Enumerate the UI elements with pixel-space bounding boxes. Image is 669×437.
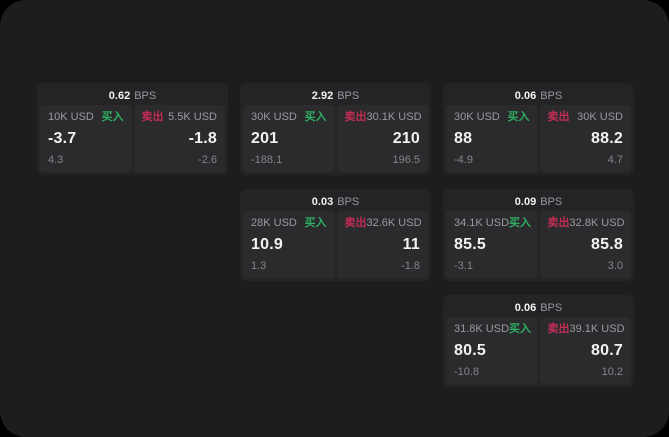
buy-amount-label: 28K USD bbox=[251, 217, 297, 229]
card-header: 0.09 BPS bbox=[446, 192, 631, 211]
sell-main-value: 85.8 bbox=[591, 236, 623, 253]
quote-card: 0.09 BPS 34.1K USD 买入 85.5 -3.1 卖出 32.8K… bbox=[443, 189, 634, 281]
buy-panel[interactable]: 10K USD 买入 -3.7 4.3 bbox=[40, 105, 132, 172]
sell-sub-value: 3.0 bbox=[607, 260, 623, 272]
sell-main-value: 210 bbox=[392, 130, 420, 147]
quote-card: 0.06 BPS 31.8K USD 买入 80.5 -10.8 卖出 39.1… bbox=[443, 295, 634, 387]
bps-unit: BPS bbox=[540, 301, 563, 314]
sell-sub-value: 4.7 bbox=[607, 154, 623, 166]
buy-amount-label: 31.8K USD bbox=[454, 323, 510, 335]
sell-sub-value: -2.6 bbox=[198, 154, 217, 166]
panels-row: 30K USD 买入 201 -188.1 卖出 30.1K USD 210 1… bbox=[243, 105, 428, 172]
buy-sub-value: 4.3 bbox=[48, 154, 64, 166]
card-header: 2.92 BPS bbox=[243, 86, 428, 105]
bps-value: 0.03 bbox=[311, 195, 334, 208]
sell-label: 卖出 bbox=[344, 217, 367, 229]
buy-amount-label: 10K USD bbox=[48, 111, 94, 123]
sell-amount-label: 30K USD bbox=[577, 111, 623, 123]
sell-main-value: 11 bbox=[402, 236, 420, 253]
buy-label: 买入 bbox=[304, 111, 327, 123]
bps-value: 0.62 bbox=[108, 89, 131, 102]
sell-amount-label: 5.5K USD bbox=[168, 111, 217, 123]
panels-row: 28K USD 买入 10.9 1.3 卖出 32.6K USD 11 -1.8 bbox=[243, 211, 428, 278]
sell-panel[interactable]: 卖出 5.5K USD -1.8 -2.6 bbox=[133, 105, 225, 172]
bps-unit: BPS bbox=[540, 89, 563, 102]
buy-sub-value: -188.1 bbox=[251, 154, 283, 166]
sell-amount-label: 32.8K USD bbox=[569, 217, 625, 229]
sell-main-value: 88.2 bbox=[591, 130, 623, 147]
bps-unit: BPS bbox=[540, 195, 563, 208]
sell-panel[interactable]: 卖出 32.6K USD 11 -1.8 bbox=[336, 211, 428, 278]
sell-panel[interactable]: 卖出 32.8K USD 85.8 3.0 bbox=[539, 211, 631, 278]
sell-sub-value: 10.2 bbox=[601, 366, 623, 378]
buy-label: 买入 bbox=[507, 111, 530, 123]
sell-label: 卖出 bbox=[547, 323, 570, 335]
bps-value: 0.09 bbox=[514, 195, 537, 208]
bps-value: 2.92 bbox=[311, 89, 334, 102]
buy-sub-value: -10.8 bbox=[454, 366, 480, 378]
sell-amount-label: 39.1K USD bbox=[569, 323, 625, 335]
buy-panel[interactable]: 30K USD 买入 201 -188.1 bbox=[243, 105, 335, 172]
buy-label: 买入 bbox=[509, 323, 532, 335]
sell-amount-label: 32.6K USD bbox=[366, 217, 422, 229]
buy-main-value: -3.7 bbox=[48, 130, 77, 147]
quote-card: 2.92 BPS 30K USD 买入 201 -188.1 卖出 30.1K … bbox=[240, 83, 431, 175]
sell-main-value: 80.7 bbox=[591, 342, 623, 359]
panels-row: 31.8K USD 买入 80.5 -10.8 卖出 39.1K USD 80.… bbox=[446, 317, 631, 384]
buy-panel[interactable]: 34.1K USD 买入 85.5 -3.1 bbox=[446, 211, 538, 278]
panels-row: 30K USD 买入 88 -4.9 卖出 30K USD 88.2 4.7 bbox=[446, 105, 631, 172]
buy-sub-value: 1.3 bbox=[251, 260, 267, 272]
quote-card: 0.06 BPS 30K USD 买入 88 -4.9 卖出 30K USD bbox=[443, 83, 634, 175]
sell-label: 卖出 bbox=[547, 111, 570, 123]
sell-panel[interactable]: 卖出 30.1K USD 210 196.5 bbox=[336, 105, 428, 172]
card-header: 0.06 BPS bbox=[446, 298, 631, 317]
buy-panel[interactable]: 28K USD 买入 10.9 1.3 bbox=[243, 211, 335, 278]
buy-main-value: 88 bbox=[454, 130, 473, 147]
buy-amount-label: 30K USD bbox=[454, 111, 500, 123]
buy-label: 买入 bbox=[509, 217, 532, 229]
sell-sub-value: -1.8 bbox=[401, 260, 420, 272]
buy-panel[interactable]: 31.8K USD 买入 80.5 -10.8 bbox=[446, 317, 538, 384]
buy-main-value: 85.5 bbox=[454, 236, 486, 253]
buy-main-value: 10.9 bbox=[251, 236, 283, 253]
sell-sub-value: 196.5 bbox=[392, 154, 420, 166]
quote-card: 0.62 BPS 10K USD 买入 -3.7 4.3 卖出 5.5K USD bbox=[37, 83, 228, 175]
card-header: 0.06 BPS bbox=[446, 86, 631, 105]
sell-amount-label: 30.1K USD bbox=[366, 111, 422, 123]
quote-cards-grid: 0.62 BPS 10K USD 买入 -3.7 4.3 卖出 5.5K USD bbox=[37, 83, 634, 387]
buy-panel[interactable]: 30K USD 买入 88 -4.9 bbox=[446, 105, 538, 172]
buy-main-value: 201 bbox=[251, 130, 279, 147]
buy-amount-label: 34.1K USD bbox=[454, 217, 510, 229]
panels-row: 34.1K USD 买入 85.5 -3.1 卖出 32.8K USD 85.8… bbox=[446, 211, 631, 278]
buy-amount-label: 30K USD bbox=[251, 111, 297, 123]
sell-label: 卖出 bbox=[547, 217, 570, 229]
sell-panel[interactable]: 卖出 30K USD 88.2 4.7 bbox=[539, 105, 631, 172]
bps-value: 0.06 bbox=[514, 301, 537, 314]
panels-row: 10K USD 买入 -3.7 4.3 卖出 5.5K USD -1.8 -2.… bbox=[40, 105, 225, 172]
buy-sub-value: -4.9 bbox=[454, 154, 473, 166]
buy-label: 买入 bbox=[304, 217, 327, 229]
sell-panel[interactable]: 卖出 39.1K USD 80.7 10.2 bbox=[539, 317, 631, 384]
bps-value: 0.06 bbox=[514, 89, 537, 102]
sell-label: 卖出 bbox=[141, 111, 164, 123]
card-header: 0.03 BPS bbox=[243, 192, 428, 211]
buy-sub-value: -3.1 bbox=[454, 260, 473, 272]
bps-unit: BPS bbox=[337, 89, 360, 102]
sell-main-value: -1.8 bbox=[188, 130, 217, 147]
buy-main-value: 80.5 bbox=[454, 342, 486, 359]
card-header: 0.62 BPS bbox=[40, 86, 225, 105]
sell-label: 卖出 bbox=[344, 111, 367, 123]
bps-unit: BPS bbox=[134, 89, 157, 102]
buy-label: 买入 bbox=[101, 111, 124, 123]
quote-card: 0.03 BPS 28K USD 买入 10.9 1.3 卖出 32.6K US… bbox=[240, 189, 431, 281]
bps-unit: BPS bbox=[337, 195, 360, 208]
